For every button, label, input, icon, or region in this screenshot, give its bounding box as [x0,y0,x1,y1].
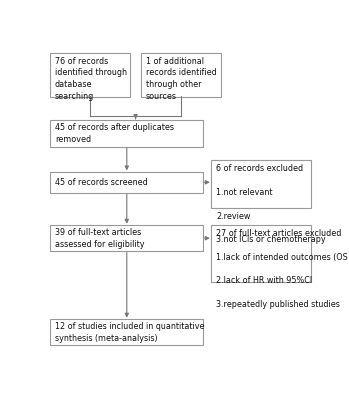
Text: 1 of additional
records identified
through other
sources: 1 of additional records identified throu… [146,57,216,101]
Text: 45 of records after duplicates
removed: 45 of records after duplicates removed [55,123,174,144]
FancyBboxPatch shape [50,120,203,146]
FancyBboxPatch shape [50,225,203,251]
Text: 12 of studies included in quantitative
synthesis (meta-analysis): 12 of studies included in quantitative s… [55,322,205,342]
FancyBboxPatch shape [50,172,203,193]
FancyBboxPatch shape [50,319,203,345]
FancyBboxPatch shape [50,53,130,97]
Text: 6 of records excluded

1.not relevant

2.review

3.not ICIs or chemotherapy: 6 of records excluded 1.not relevant 2.r… [216,164,326,244]
FancyBboxPatch shape [211,160,311,208]
Text: 45 of records screened: 45 of records screened [55,178,148,187]
FancyBboxPatch shape [211,225,311,282]
Text: 76 of records
identified through
database
searching: 76 of records identified through databas… [55,57,127,101]
Text: 39 of full-text articles
assessed for eligibility: 39 of full-text articles assessed for el… [55,228,144,248]
FancyBboxPatch shape [141,53,221,97]
Text: 27 of full-text articles excluded

1.lack of intended outcomes (OS or PFS)

2.la: 27 of full-text articles excluded 1.lack… [216,229,349,309]
